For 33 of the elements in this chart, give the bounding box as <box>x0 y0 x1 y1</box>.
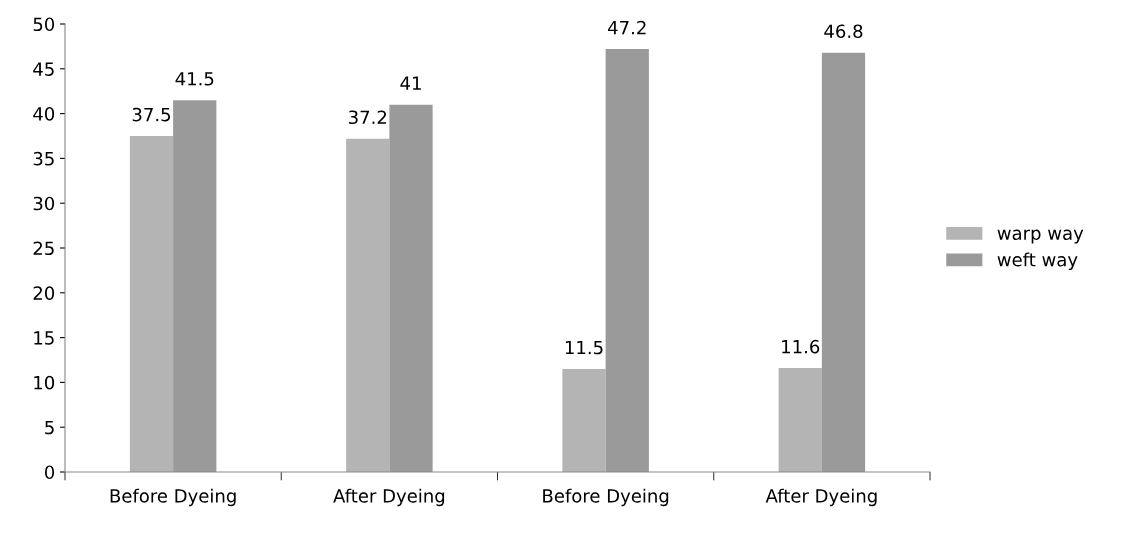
bar <box>173 100 217 472</box>
data-label: 37.5 <box>132 107 171 122</box>
y-tick-label: 50 <box>33 17 55 32</box>
x-tick-label: Before Dyeing <box>543 488 669 507</box>
y-tick-label: 45 <box>33 62 54 76</box>
y-tick-label: 30 <box>33 196 55 211</box>
bar <box>821 52 866 472</box>
y-tick-label: 25 <box>33 241 54 256</box>
x-tick-label: After Dyeing <box>333 488 445 507</box>
y-tick-label: 40 <box>33 107 55 121</box>
legend-label: warp way <box>997 229 1084 244</box>
data-label: 37.2 <box>349 110 387 125</box>
y-tick-label: 10 <box>34 375 55 390</box>
x-tick-label: After Dyeing <box>765 488 877 507</box>
y-tick-label: 5 <box>45 420 54 435</box>
bar <box>129 136 174 472</box>
y-tick-label: 0 <box>44 465 55 480</box>
x-tick-label: Before Dyeing <box>110 488 236 507</box>
y-tick-label: 20 <box>33 286 55 300</box>
data-label: 11.5 <box>565 340 603 355</box>
y-tick-label: 15 <box>34 331 54 345</box>
data-label: 41.5 <box>175 72 214 86</box>
data-label: 11.6 <box>782 339 820 354</box>
bar <box>562 368 606 472</box>
y-tick-label: 35 <box>33 151 54 166</box>
data-label: 46.8 <box>824 24 863 39</box>
bar <box>389 104 433 472</box>
legend-label: weft way <box>997 252 1078 270</box>
bar <box>605 49 649 472</box>
data-label: 41 <box>400 76 421 90</box>
data-label: 47.2 <box>608 20 646 35</box>
bar <box>346 138 390 472</box>
bar <box>778 368 822 472</box>
